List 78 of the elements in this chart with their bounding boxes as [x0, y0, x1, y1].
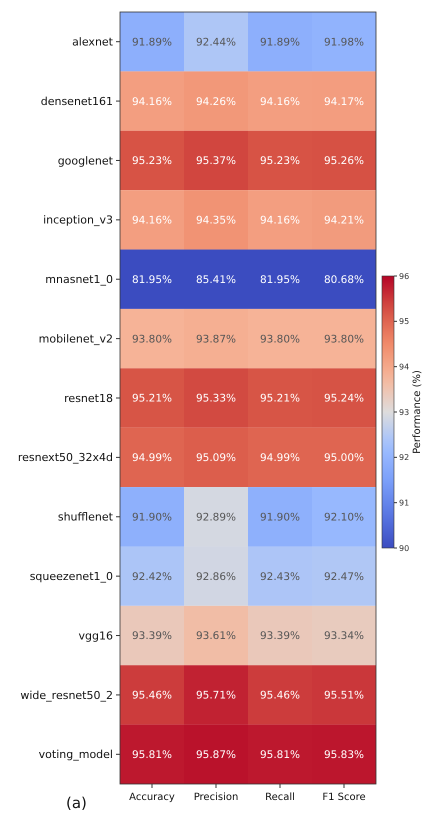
data-label: 94.16%	[132, 214, 172, 227]
y-tick-label: mobilenet_v2	[38, 332, 113, 346]
y-tick-label: googlenet	[58, 154, 114, 168]
y-tick-label: resnext50_32x4d	[18, 451, 113, 464]
data-label: 93.39%	[132, 630, 172, 642]
data-label: 95.33%	[196, 392, 236, 405]
y-tick-label: alexnet	[72, 36, 114, 49]
data-label: 94.17%	[324, 96, 364, 108]
data-label: 94.35%	[196, 214, 236, 227]
data-label: 92.10%	[324, 511, 364, 524]
data-label: 95.51%	[324, 690, 364, 702]
data-label: 95.46%	[132, 690, 172, 702]
data-label: 95.87%	[196, 748, 236, 761]
color-bar-label: 96	[399, 272, 410, 281]
y-tick-label: densenet161	[40, 94, 113, 108]
data-label: 95.37%	[196, 155, 236, 168]
data-label: 92.43%	[260, 570, 300, 583]
y-tick-label: voting_model	[38, 748, 113, 762]
data-label: 93.80%	[132, 333, 172, 346]
data-label: 94.16%	[260, 214, 300, 227]
data-label: 95.09%	[196, 452, 236, 464]
data-label: 93.61%	[196, 630, 236, 642]
data-label: 81.95%	[132, 274, 172, 286]
color-bar-label: 93	[399, 408, 410, 417]
data-label: 93.39%	[260, 630, 300, 642]
data-label: 94.26%	[196, 96, 236, 108]
data-label: 93.80%	[260, 333, 300, 346]
data-label: 85.41%	[196, 274, 236, 286]
data-label: 95.00%	[324, 452, 364, 464]
color-bar-title: Performance (%)	[412, 370, 422, 454]
y-tick-label: squeezenet1_0	[30, 570, 113, 584]
data-label: 92.44%	[196, 36, 236, 48]
data-label: 95.83%	[324, 748, 364, 761]
y-tick-label: mnasnet1_0	[45, 273, 113, 286]
data-label: 92.89%	[196, 511, 236, 524]
y-tick-label: wide_resnet50_2	[20, 688, 113, 702]
data-label: 94.99%	[132, 452, 172, 464]
y-tick-label: vgg16	[78, 629, 113, 642]
data-label: 92.86%	[196, 570, 236, 583]
data-label: 95.23%	[132, 155, 172, 168]
text: (a)	[66, 794, 87, 812]
data-label: 91.89%	[132, 36, 172, 48]
data-label: 95.71%	[196, 690, 236, 702]
data-label: 91.98%	[324, 36, 364, 48]
data-label: 95.81%	[132, 748, 172, 761]
data-label: 81.95%	[260, 274, 300, 286]
data-label: 92.42%	[132, 570, 172, 583]
data-label: 94.21%	[324, 214, 364, 227]
data-label: 93.34%	[324, 630, 364, 642]
color-bar-label: 95	[399, 317, 410, 326]
data-label: 91.90%	[132, 511, 172, 524]
data-label: 95.81%	[260, 748, 300, 761]
data-label: 92.47%	[324, 570, 364, 583]
x-tick-label: Precision	[194, 792, 238, 803]
data-label: 95.23%	[260, 155, 300, 168]
x-tick-label: Recall	[265, 792, 295, 803]
color-bar-label: 91	[399, 498, 410, 508]
data-label: 95.24%	[324, 392, 364, 405]
color-bar-label: 90	[399, 544, 410, 553]
data-label: 91.90%	[260, 511, 300, 524]
data-label: 95.26%	[324, 155, 364, 168]
data-label: 91.89%	[260, 36, 300, 48]
x-tick-label: Accuracy	[129, 792, 175, 803]
x-tick-label: F1 Score	[322, 792, 366, 803]
color-bar-label: 94	[399, 362, 410, 372]
data-label: 80.68%	[324, 274, 364, 286]
data-label: 93.87%	[196, 333, 236, 346]
data-label: 93.80%	[324, 333, 364, 346]
data-label: 94.16%	[132, 96, 172, 108]
y-tick-label: resnet18	[64, 392, 113, 405]
data-label: 94.16%	[260, 96, 300, 108]
y-tick-label: inception_v3	[43, 214, 113, 227]
y-tick-label: shufflenet	[58, 510, 114, 524]
data-label: 94.99%	[260, 452, 300, 464]
data-label: 95.21%	[132, 392, 172, 405]
data-label: 95.46%	[260, 690, 300, 702]
data-label: 95.21%	[260, 392, 300, 405]
color-bar-label: 92	[399, 453, 410, 462]
